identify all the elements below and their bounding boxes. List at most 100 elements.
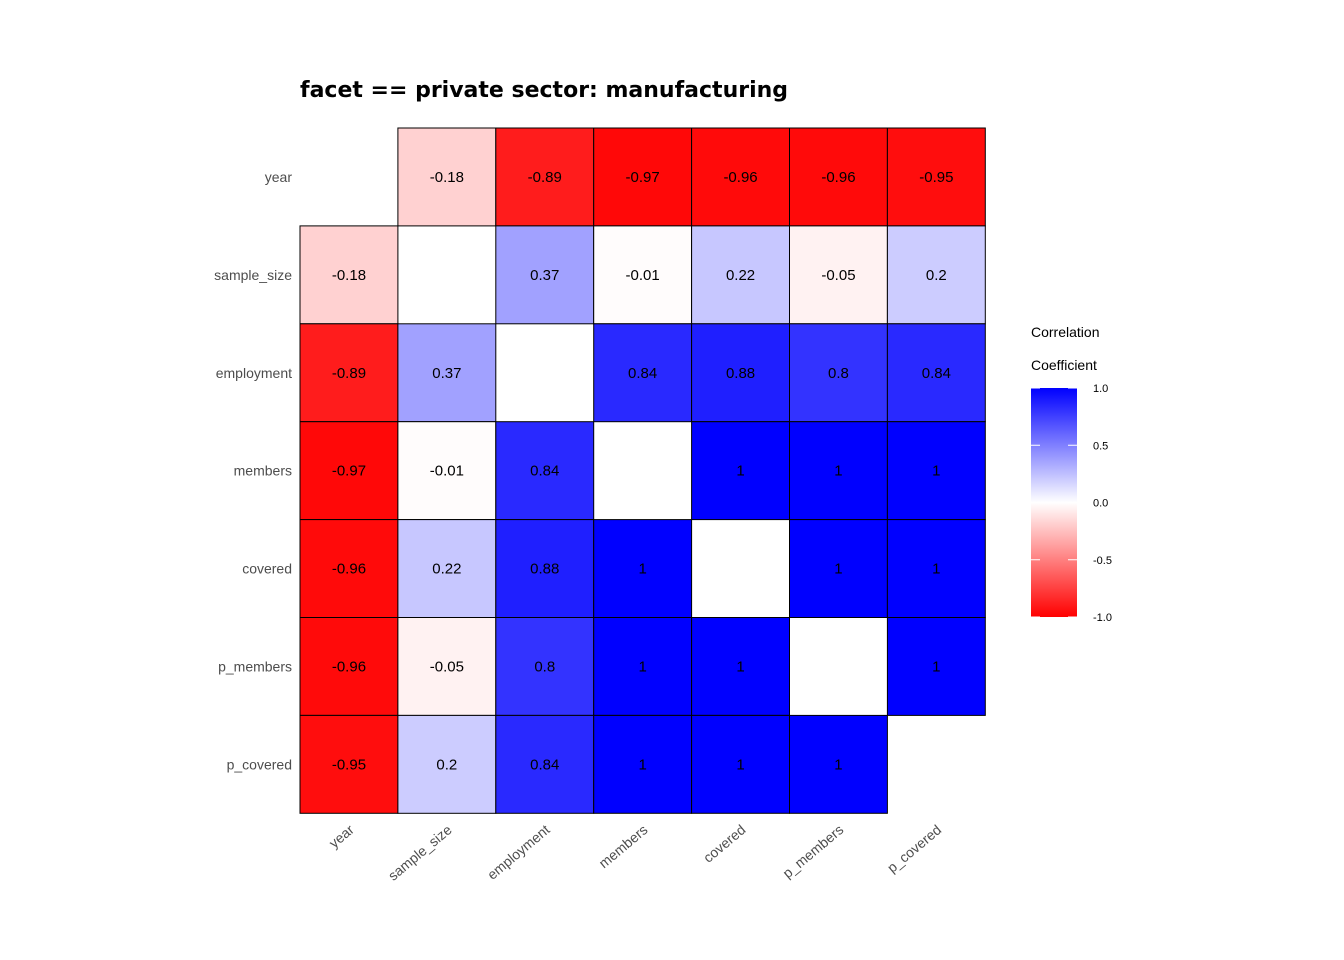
cell-value-sample_size-covered: 0.22 <box>726 267 755 284</box>
legend-tick-label-0: 1.0 <box>1093 383 1108 395</box>
cell-value-year-covered: -0.96 <box>723 169 757 186</box>
cell-value-covered-members: 1 <box>638 561 646 578</box>
y-tick-label-p_covered: p_covered <box>227 756 292 772</box>
y-axis-tick-labels: year sample_size employment members covered p… <box>214 169 292 772</box>
heatmap-cell-p_members-year <box>299 617 399 716</box>
cell-value-sample_size-employment: 0.37 <box>530 267 559 284</box>
heatmap-cell-sample_size-p_covered <box>886 225 986 325</box>
heatmap-cell-year-sample_size <box>397 127 497 227</box>
heatmap-cell-p_covered-employment <box>495 714 595 814</box>
heatmap-cell-year-employment <box>495 127 595 227</box>
cell-value-p_covered-p_members: 1 <box>834 756 842 773</box>
cell-value-covered-sample_size: 0.22 <box>432 561 461 578</box>
x-tick-label-sample_size: sample_size <box>385 821 455 883</box>
cell-value-year-sample_size: -0.18 <box>430 169 464 186</box>
cell-value-members-sample_size: -0.01 <box>430 463 464 480</box>
heatmap-cell-year-members <box>593 127 693 227</box>
heatmap-cell-p_covered-year <box>299 714 399 814</box>
heatmap-cell-covered-members <box>593 519 693 618</box>
cell-value-members-p_members: 1 <box>834 463 842 480</box>
heatmap-cell-p_covered-p_members <box>789 714 888 814</box>
legend-ticks: 1.0 0.5 0.0 -0.5 -1.0 <box>1031 383 1112 624</box>
heatmap-cell-p_members-p_covered <box>886 617 986 716</box>
legend-tick-label-2: 0.0 <box>1093 498 1108 510</box>
cell-value-p_members-employment: 0.8 <box>534 658 555 675</box>
cell-value-p_members-members: 1 <box>638 658 646 675</box>
cell-value-p_members-covered: 1 <box>736 658 744 675</box>
heatmap-cell-covered-employment <box>495 519 595 618</box>
heatmap-cell-year-covered <box>691 127 790 227</box>
heatmap-cell-employment-p_covered <box>886 323 986 423</box>
cell-value-covered-employment: 0.88 <box>530 561 559 578</box>
cell-value-year-p_covered: -0.95 <box>919 169 953 186</box>
color-legend: Correlation Coefficient 1.0 0.5 0.0 -0.5 -1.… <box>1031 324 1112 624</box>
cell-value-employment-sample_size: 0.37 <box>432 365 461 382</box>
cell-value-p_members-sample_size: -0.05 <box>430 658 464 675</box>
cell-value-year-members: -0.97 <box>626 169 660 186</box>
cell-value-p_members-year: -0.96 <box>332 658 366 675</box>
heatmap-cell-employment-sample_size <box>397 323 497 423</box>
cell-value-employment-members: 0.84 <box>628 365 657 382</box>
cell-value-year-p_members: -0.96 <box>821 169 855 186</box>
cell-value-sample_size-p_covered: 0.2 <box>926 267 947 284</box>
y-tick-label-members: members <box>234 463 292 479</box>
heatmap-cell-members-employment <box>495 421 595 521</box>
cell-value-p_covered-year: -0.95 <box>332 756 366 773</box>
legend-title-line-1: Correlation <box>1031 324 1099 340</box>
cell-value-members-p_covered: 1 <box>932 463 940 480</box>
x-tick-label-members: members <box>596 821 651 871</box>
x-tick-label-p_members: p_members <box>779 821 846 881</box>
heatmap-cell-employment-members <box>593 323 693 423</box>
y-tick-label-year: year <box>265 169 293 185</box>
heatmap-cell-members-covered <box>691 421 790 521</box>
heatmap-cell-covered-year <box>299 519 399 618</box>
cell-value-employment-year: -0.89 <box>332 365 366 382</box>
x-tick-label-p_covered: p_covered <box>884 821 944 875</box>
heatmap-cell-year-p_covered <box>886 127 986 227</box>
legend-title-line-2: Coefficient <box>1031 357 1097 373</box>
cell-value-members-year: -0.97 <box>332 463 366 480</box>
heatmap-cells: -0.18 -0.89 -0.97 -0.96 -0.96 -0.95 -0.18 0.37 -… <box>299 127 986 814</box>
cell-value-employment-covered: 0.88 <box>726 365 755 382</box>
cell-value-sample_size-p_members: -0.05 <box>821 267 855 284</box>
y-tick-label-employment: employment <box>216 365 292 381</box>
heatmap-cell-p_covered-covered <box>691 714 790 814</box>
cell-value-sample_size-members: -0.01 <box>626 267 660 284</box>
heatmap-cell-p_covered-members <box>593 714 693 814</box>
x-tick-label-covered: covered <box>700 821 748 865</box>
cell-value-p_covered-employment: 0.84 <box>530 756 559 773</box>
heatmap-cell-employment-year <box>299 323 399 423</box>
heatmap-cell-members-p_members <box>789 421 888 521</box>
legend-tick-label-3: -0.5 <box>1093 555 1112 567</box>
heatmap-cell-members-p_covered <box>886 421 986 521</box>
heatmap-cell-sample_size-employment <box>495 225 595 325</box>
legend-tick-label-4: -1.0 <box>1093 612 1112 624</box>
x-tick-label-year: year <box>326 821 357 851</box>
heatmap-cell-covered-p_covered <box>886 519 986 618</box>
chart-title: facet == private sector: manufacturing <box>300 78 788 103</box>
y-tick-label-sample_size: sample_size <box>214 267 292 283</box>
y-tick-label-p_members: p_members <box>218 658 292 674</box>
y-tick-label-covered: covered <box>242 561 292 577</box>
heatmap-cell-employment-covered <box>691 323 790 423</box>
cell-value-covered-year: -0.96 <box>332 561 366 578</box>
heatmap-cell-year-p_members <box>789 127 888 227</box>
cell-value-year-employment: -0.89 <box>528 169 562 186</box>
cell-value-employment-p_covered: 0.84 <box>922 365 951 382</box>
cell-value-sample_size-year: -0.18 <box>332 267 366 284</box>
legend-tick-label-1: 0.5 <box>1093 440 1108 452</box>
heatmap-cell-members-sample_size <box>397 421 497 521</box>
cell-value-covered-p_members: 1 <box>834 561 842 578</box>
x-axis-tick-labels: year sample_size employment members covered p… <box>326 821 945 884</box>
heatmap-cell-sample_size-covered <box>691 225 790 325</box>
cell-value-employment-p_members: 0.8 <box>828 365 849 382</box>
heatmap-cell-members-year <box>299 421 399 521</box>
heatmap-cell-p_covered-sample_size <box>397 714 497 814</box>
x-tick-label-employment: employment <box>484 821 553 882</box>
heatmap-cell-covered-p_members <box>789 519 888 618</box>
cell-value-p_covered-covered: 1 <box>736 756 744 773</box>
cell-value-p_covered-sample_size: 0.2 <box>436 756 457 773</box>
cell-value-members-covered: 1 <box>736 463 744 480</box>
cell-value-members-employment: 0.84 <box>530 463 559 480</box>
